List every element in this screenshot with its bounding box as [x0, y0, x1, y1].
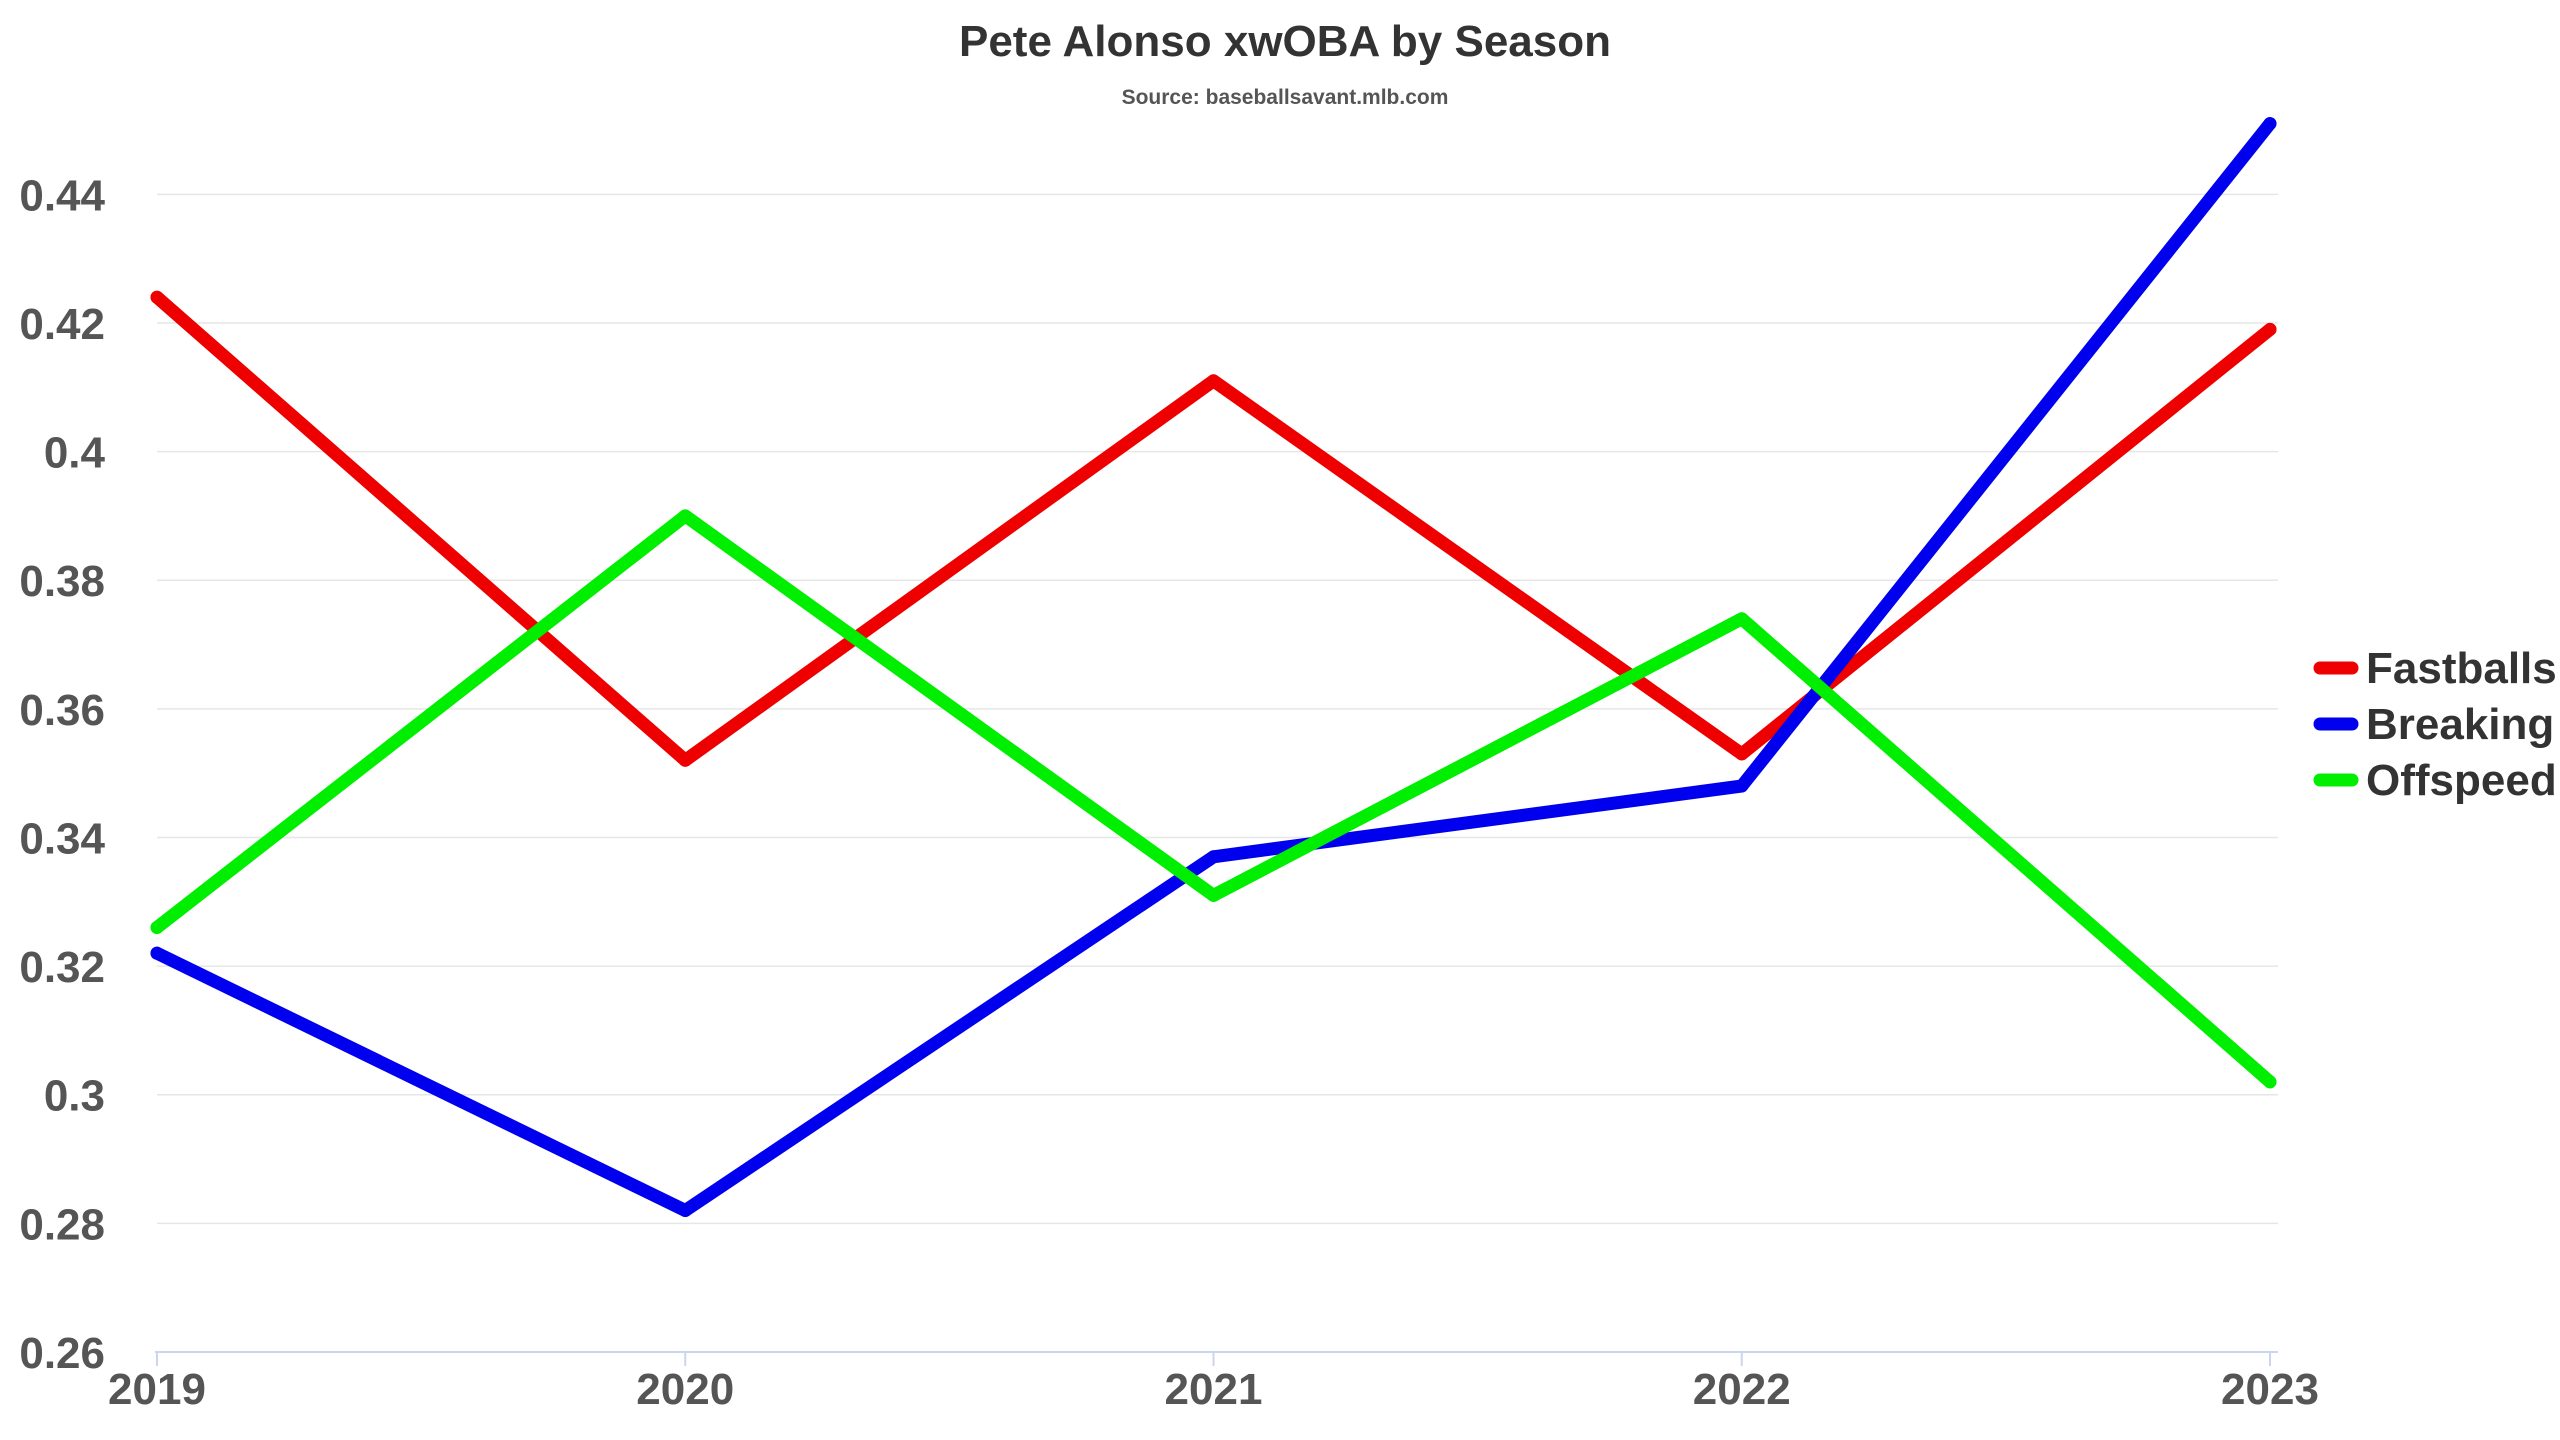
legend-label-breaking: Breaking — [2366, 700, 2554, 749]
chart-subtitle: Source: baseballsavant.mlb.com — [1122, 86, 1449, 109]
data-point-fastballs — [1207, 374, 1220, 388]
y-tick-label: 0.28 — [19, 1200, 105, 1249]
legend-label-fastballs: Fastballs — [2366, 644, 2557, 693]
x-tick-label: 2020 — [636, 1365, 734, 1414]
data-point-offspeed — [2263, 1075, 2277, 1089]
y-tick-label: 0.32 — [19, 943, 105, 992]
data-point-offspeed — [1735, 612, 1749, 626]
grid-layer: 0.26 0.28 0.3 0.32 0.34 0.36 0.38 0.4 0.42 0.44 — [19, 171, 2278, 1378]
data-point-offspeed — [1207, 888, 1220, 902]
y-tick-label: 0.44 — [19, 171, 105, 220]
data-point-offspeed — [678, 509, 692, 523]
y-tick-label: 0.38 — [19, 557, 105, 606]
y-tick-label: 0.34 — [19, 814, 105, 863]
data-point-breaking — [2263, 117, 2277, 131]
series-line-breaking — [150, 117, 2277, 1217]
data-point-fastballs — [678, 753, 692, 767]
x-axis: 2019 2020 2021 2022 2023 — [108, 1351, 2319, 1414]
x-tick-label: 2021 — [1165, 1365, 1263, 1414]
series-line-offspeed — [150, 509, 2277, 1089]
y-tick-label: 0.36 — [19, 686, 105, 735]
data-point-breaking — [1735, 779, 1749, 793]
data-point-fastballs — [2263, 322, 2277, 336]
data-point-offspeed — [150, 921, 164, 935]
data-point-breaking — [1207, 850, 1220, 864]
legend-label-offspeed: Offspeed — [2366, 756, 2557, 805]
data-point-fastballs — [1735, 747, 1749, 761]
x-tick-label: 2019 — [108, 1365, 206, 1414]
data-point-breaking — [150, 946, 164, 960]
x-tick-label: 2023 — [2221, 1365, 2319, 1414]
y-tick-label: 0.3 — [44, 1072, 105, 1121]
y-tick-label: 0.26 — [19, 1329, 105, 1378]
y-tick-label: 0.42 — [19, 300, 105, 349]
x-tick-label: 2022 — [1693, 1365, 1791, 1414]
data-point-fastballs — [150, 290, 164, 304]
chart-title: Pete Alonso xwOBA by Season — [959, 17, 1611, 66]
y-tick-label: 0.4 — [44, 429, 106, 478]
series-layer — [150, 117, 2277, 1218]
data-point-breaking — [678, 1204, 692, 1218]
legend: Fastballs Breaking Offspeed — [2313, 644, 2557, 805]
